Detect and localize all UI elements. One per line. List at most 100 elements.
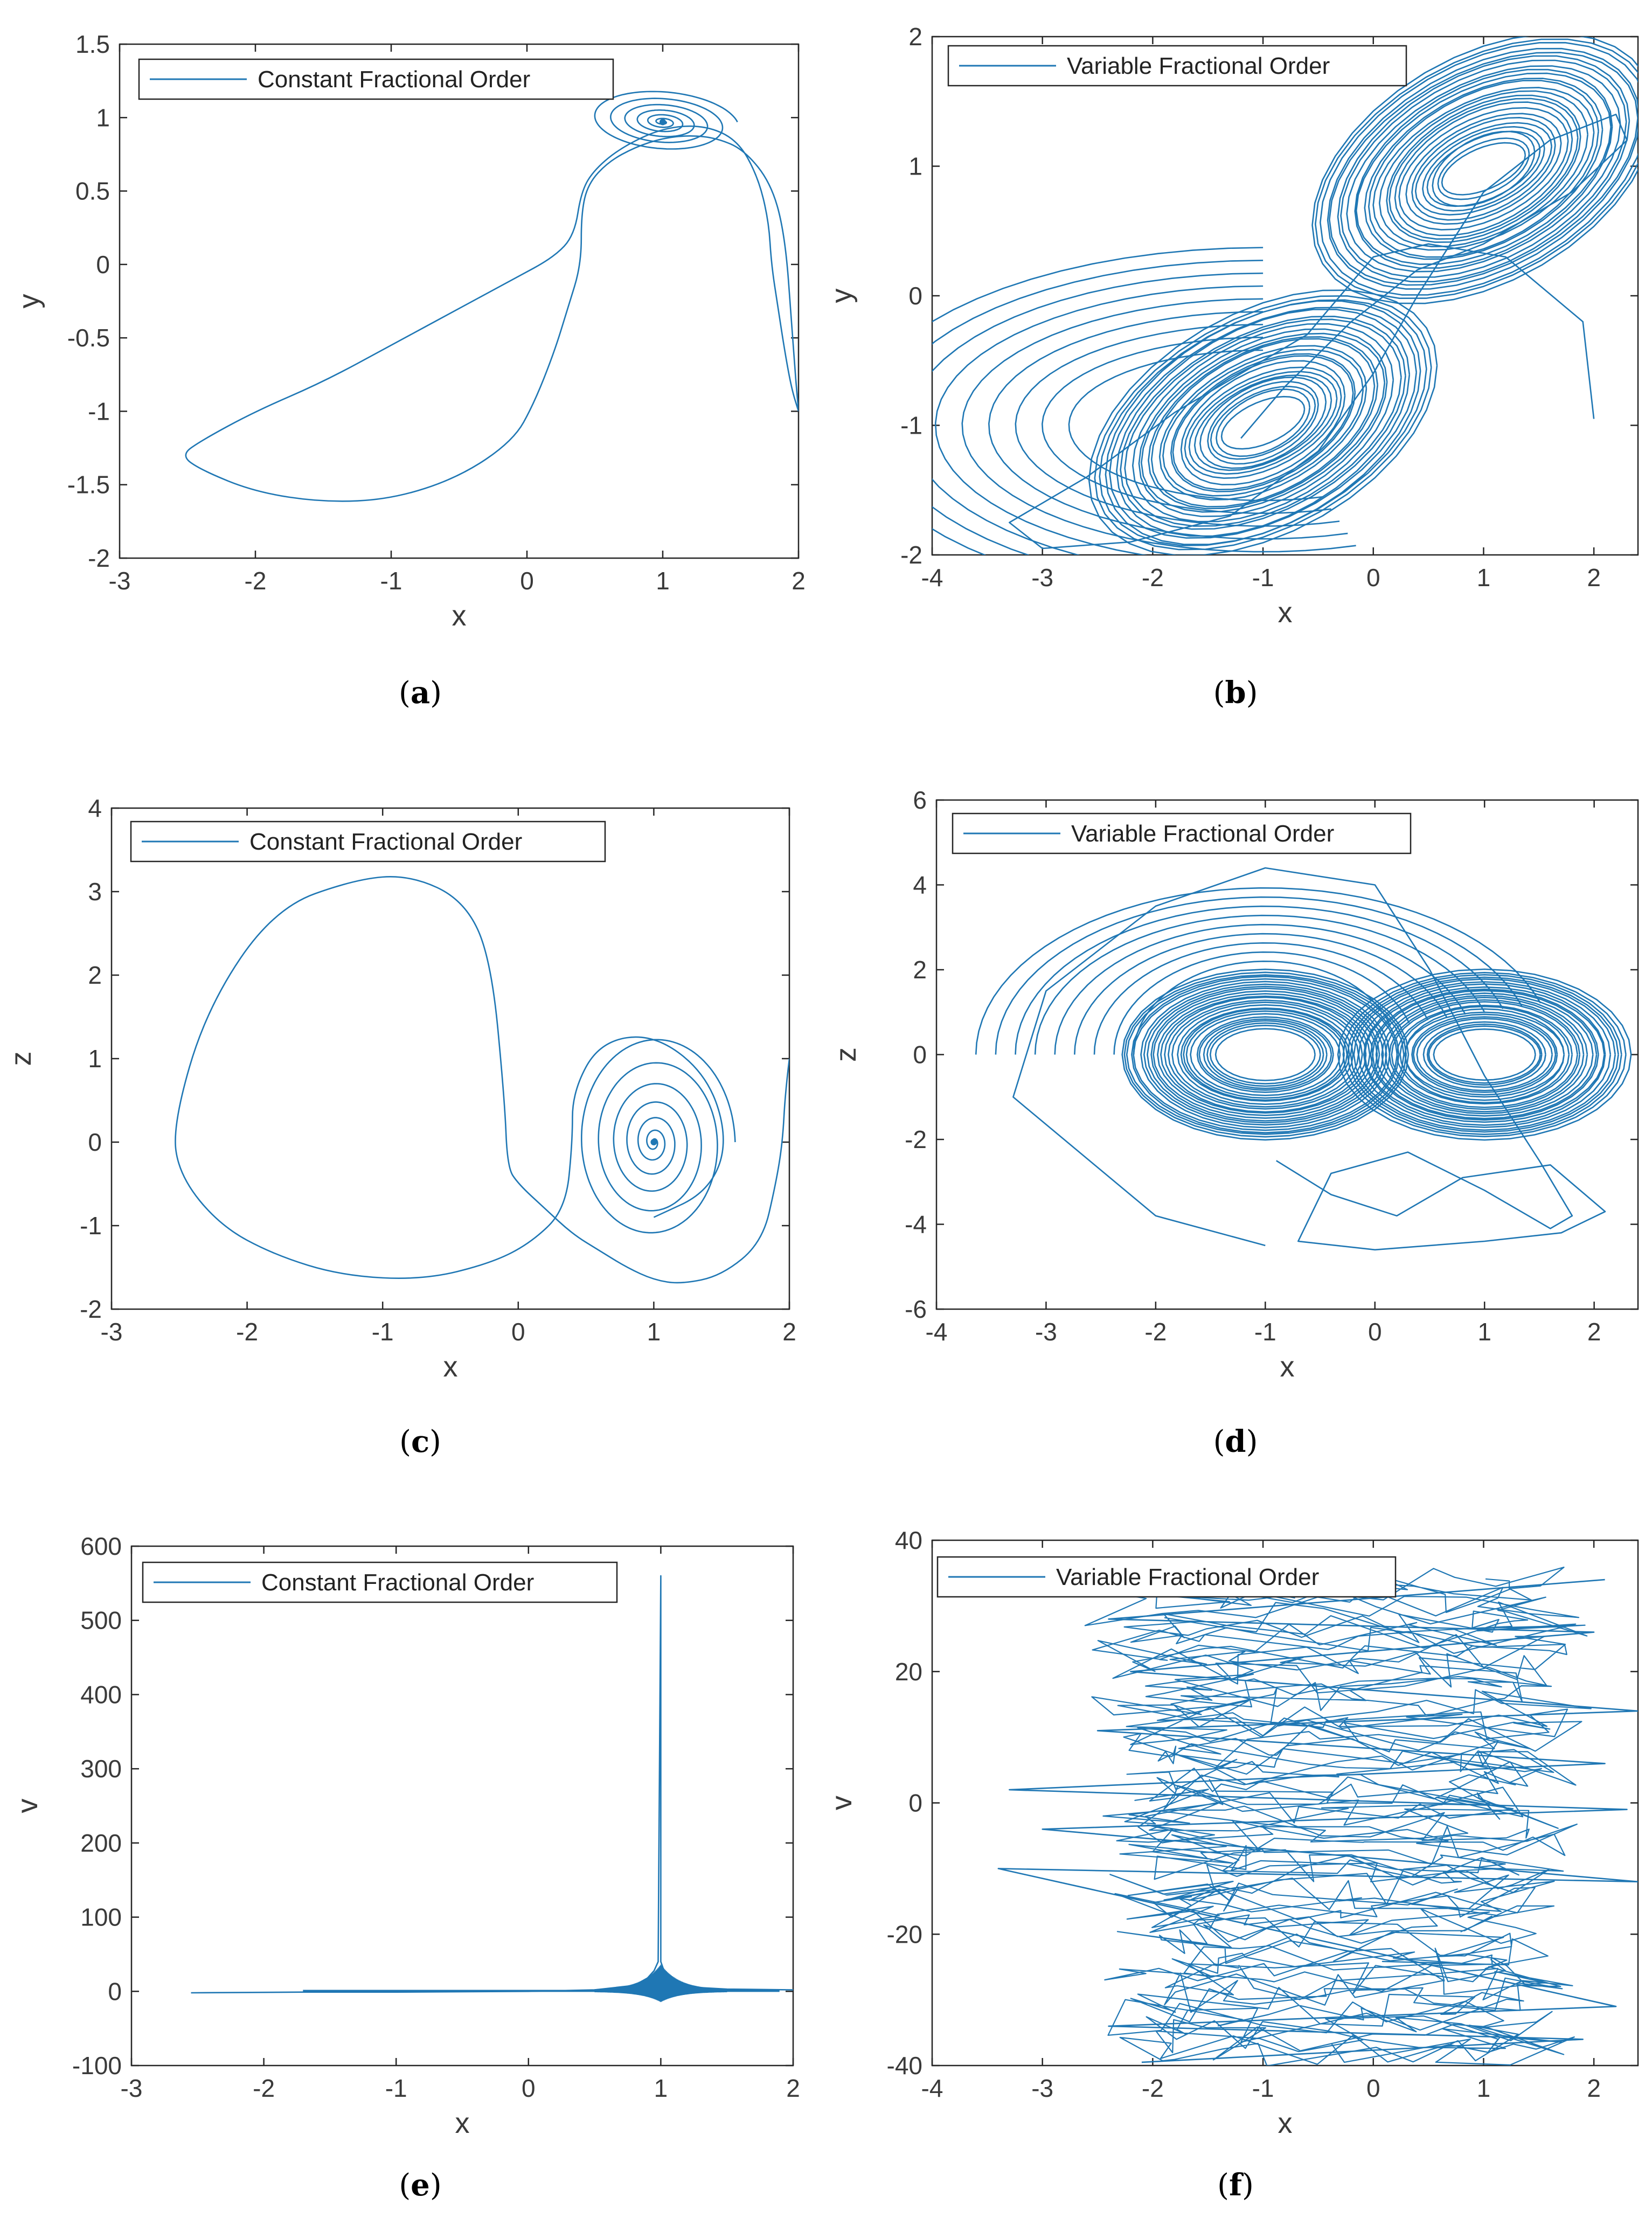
x-axis-label: x	[1278, 2107, 1293, 2139]
legend-d: Variable Fractional Order	[952, 812, 1412, 854]
series-c	[175, 876, 789, 1284]
y-tick-label: 1	[908, 152, 922, 180]
outer-orbits	[932, 247, 1356, 555]
y-tick-label: -4	[905, 1211, 927, 1239]
x-tick-label: 0	[1368, 1318, 1382, 1346]
trajectory-line	[185, 125, 799, 502]
x-tick-label: 1	[1477, 564, 1491, 592]
x-tick-label: 1	[1477, 2074, 1491, 2102]
legend-label: Variable Fractional Order	[1067, 53, 1330, 79]
x-tick-label: -4	[921, 2074, 943, 2102]
y-tick-label: 600	[80, 1532, 122, 1560]
y-tick-label: -6	[905, 1295, 927, 1323]
chart-f: -4 -3 -2 -1 0 1 2 -40 -20 0 20 40 x v Variable Fractio…	[825, 1526, 1639, 2203]
x-tick-label: 2	[1587, 1318, 1601, 1346]
x-tick-label: -1	[1252, 2074, 1274, 2102]
subfigure-caption: (b)	[1213, 675, 1258, 711]
trajectory-line	[175, 876, 789, 1284]
y-tick-label: 200	[80, 1829, 122, 1857]
legend-b: Variable Fractional Order	[947, 45, 1407, 87]
outer-orbits	[975, 887, 1542, 1055]
legend-a: Constant Fractional Order	[138, 58, 614, 100]
plot-area-d	[935, 799, 1639, 1310]
y-axis-label: y	[13, 294, 45, 309]
x-tick-label: 0	[1366, 2074, 1380, 2102]
y-tick-label: 2	[908, 23, 922, 51]
x-tick-label: -2	[1142, 2074, 1164, 2102]
x-tick-label: -2	[1142, 564, 1164, 592]
y-tick-label: 0	[908, 1789, 922, 1817]
y-tick-label: -2	[900, 541, 922, 569]
charts-layer: -3 -2 -1 0 1 2 -2 -1.5 -1 -0.5 0 0.5 1 1.5 x y Constant …	[5, 23, 1639, 2203]
x-tick-label: -3	[101, 1318, 123, 1346]
y-tick-label: -0.5	[67, 324, 110, 352]
x-tick-label: 2	[1587, 2074, 1601, 2102]
chart-b: -4 -3 -2 -1 0 1 2 -2 -1 0 1 2 x y Variable Fractional …	[825, 23, 1639, 711]
subfigure-caption: (a)	[399, 675, 442, 711]
y-tick-label: 0.5	[75, 177, 110, 205]
y-axis-label: z	[830, 1047, 862, 1062]
y-tick-label: 400	[80, 1680, 122, 1708]
y-tick-label: 2	[913, 956, 927, 984]
trajectory-line	[1084, 1567, 1592, 2066]
x-axis-label: x	[455, 2107, 470, 2139]
x-tick-label: -4	[921, 564, 943, 592]
legend-f: Variable Fractional Order	[936, 1556, 1397, 1598]
spiral-focus	[581, 1039, 736, 1234]
y-tick-label: 3	[88, 878, 102, 906]
subfigure-caption: (c)	[399, 1424, 441, 1459]
focus-point	[650, 1139, 657, 1145]
y-tick-label: 100	[80, 1903, 122, 1931]
y-tick-label: -1	[88, 397, 110, 425]
x-tick-label: -2	[236, 1318, 258, 1346]
y-tick-label: 0	[908, 282, 922, 310]
x-tick-label: 1	[647, 1318, 661, 1346]
legend-label: Constant Fractional Order	[249, 829, 522, 855]
x-tick-label: 2	[792, 567, 806, 595]
y-axis-label: v	[825, 1796, 858, 1810]
y-tick-label: -1.5	[67, 471, 110, 499]
extreme-excursions	[997, 1579, 1638, 2063]
spiral-focus	[594, 91, 738, 150]
y-tick-label: -2	[88, 544, 110, 572]
x-tick-label: 0	[1366, 564, 1380, 592]
legend-c: Constant Fractional Order	[130, 821, 606, 863]
chart-e: -3 -2 -1 0 1 2 -100 0 100 200 300 400 500 600 x v Consta…	[11, 1532, 800, 2203]
series-a	[185, 91, 799, 502]
x-tick-label: -3	[1031, 564, 1053, 592]
x-tick-label: -1	[385, 2074, 407, 2102]
x-tick-label: -2	[253, 2074, 275, 2102]
x-tick-label: -1	[1252, 564, 1274, 592]
y-axis-label: y	[825, 289, 858, 303]
y-tick-label: 40	[895, 1526, 922, 1554]
x-tick-label: -1	[380, 567, 402, 595]
legend-label: Constant Fractional Order	[258, 66, 530, 93]
x-tick-label: -3	[1031, 2074, 1053, 2102]
subfigure-caption: (f)	[1217, 2167, 1254, 2203]
y-tick-label: -1	[80, 1212, 102, 1240]
y-tick-label: 0	[108, 1977, 122, 2005]
y-tick-label: 1	[88, 1045, 102, 1073]
series-e	[191, 1575, 793, 2003]
y-tick-label: -40	[887, 2052, 922, 2080]
y-tick-label: 0	[913, 1041, 927, 1069]
x-tick-label: 1	[654, 2074, 668, 2102]
x-tick-label: 2	[782, 1318, 796, 1346]
y-tick-label: 4	[913, 871, 927, 899]
x-tick-label: -1	[372, 1318, 394, 1346]
y-tick-label: 500	[80, 1607, 122, 1635]
x-tick-label: -3	[1035, 1318, 1057, 1346]
plot-area-c	[110, 807, 790, 1310]
x-axis-label: x	[452, 600, 467, 632]
legend-e: Constant Fractional Order	[142, 1561, 618, 1603]
y-axis-label: z	[5, 1052, 37, 1066]
x-tick-label: 1	[656, 567, 670, 595]
trajectory-line	[191, 1575, 793, 1994]
y-tick-label: 0	[96, 251, 110, 279]
y-tick-label: 1	[96, 103, 110, 131]
y-axis-label: v	[11, 1799, 44, 1813]
series-b	[932, 37, 1638, 555]
subfigure-caption: (e)	[399, 2167, 441, 2203]
y-tick-label: 1.5	[75, 30, 110, 58]
